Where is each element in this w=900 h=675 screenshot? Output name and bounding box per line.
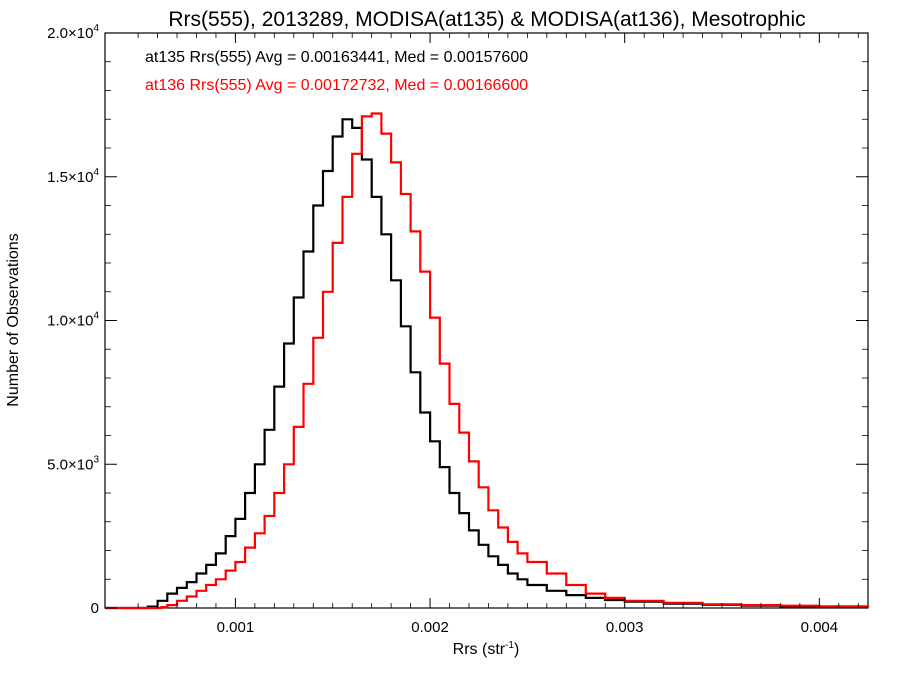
y-tick-label: 1.5×104 [47,167,99,186]
y-axis-label: Number of Observations [5,233,22,406]
plot-frame [104,32,869,609]
x-tick-label: 0.001 [217,619,255,636]
x-axis-label: Rrs (str-1) [453,640,520,658]
x-tick-label: 0.003 [606,619,644,636]
y-tick-label: 1.0×104 [47,311,99,330]
y-tick-label: 5.0×103 [47,454,99,473]
legend: at135 Rrs(555) Avg = 0.00163441, Med = 0… [145,49,528,94]
chart-title: Rrs(555), 2013289, MODISA(at135) & MODIS… [168,8,805,31]
plot-border [104,32,869,609]
legend-entry-0: at135 Rrs(555) Avg = 0.00163441, Med = 0… [145,49,528,66]
y-axis-ticks: 0 5.0×103 1.0×104 1.5×104 2.0×104 [47,23,868,617]
series-line-1 [105,112,870,610]
y-tick-label: 2.0×104 [47,23,99,42]
x-tick-label: 0.002 [411,619,449,636]
x-tick-label: 0.004 [801,619,839,636]
series-line-0 [105,118,870,610]
series-layer [105,112,870,610]
x-axis-ticks: 0.001 0.002 0.003 0.004 [137,33,859,636]
legend-entry-1: at136 Rrs(555) Avg = 0.00172732, Med = 0… [145,77,528,94]
y-tick-label: 0 [91,600,99,617]
